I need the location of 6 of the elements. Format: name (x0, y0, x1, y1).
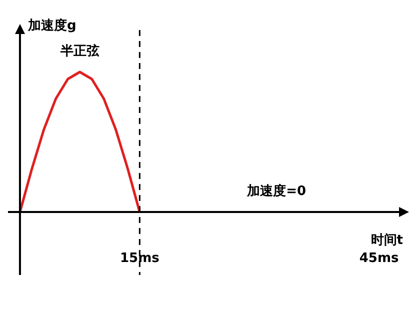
annotation: 半正弦 (59, 42, 100, 59)
x-tick-label: 45ms (359, 251, 400, 266)
x-tick-label: 15ms (120, 251, 160, 266)
annotation: 加速度=0 (246, 182, 306, 199)
x-axis-title: 时间t (370, 232, 403, 248)
y-axis-title: 加速度g (26, 17, 76, 34)
